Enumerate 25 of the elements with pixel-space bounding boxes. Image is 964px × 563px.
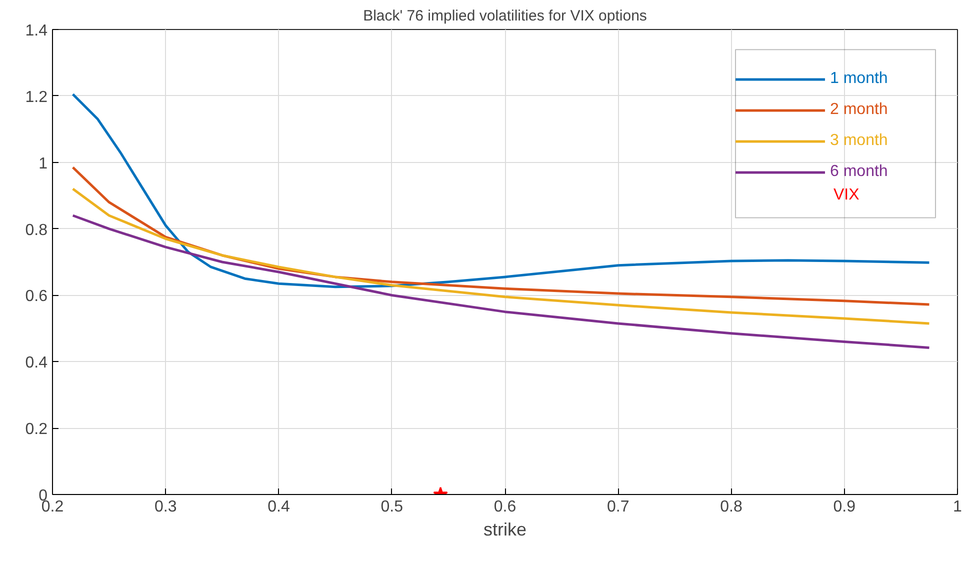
y-tick-label: 0.4	[25, 354, 48, 372]
x-axis-title: strike	[484, 520, 527, 540]
x-tick-label: 1	[953, 498, 962, 516]
x-tick-label: 0.5	[380, 498, 404, 516]
chart-title: Black' 76 implied volatilities for VIX options	[363, 8, 647, 24]
y-tick-label: 0.8	[25, 222, 48, 239]
text: 3 month	[830, 132, 888, 150]
y-tick-label: 0.2	[25, 421, 48, 438]
line-series	[72, 214, 930, 349]
y-tick-label: 1.4	[25, 22, 48, 40]
x-tick-label: 0.6	[494, 498, 516, 516]
x-tick-label: 0.8	[720, 498, 742, 516]
text: VIX	[834, 186, 860, 204]
text: 2 month	[830, 101, 888, 119]
text: 1 month	[830, 70, 888, 88]
y-tick-label: 0.6	[25, 288, 48, 306]
x-tick-label: 0.3	[154, 498, 177, 516]
x-tick-label: 0.4	[268, 498, 290, 516]
y-tick-label: 1	[38, 155, 48, 172]
x-tick-label: 0.7	[607, 498, 630, 516]
line-series	[72, 188, 930, 325]
line-series	[72, 93, 930, 288]
text: 6 month	[830, 163, 888, 181]
x-tick-label: 0.9	[833, 498, 856, 516]
y-tick-label: 1.2	[25, 88, 48, 106]
